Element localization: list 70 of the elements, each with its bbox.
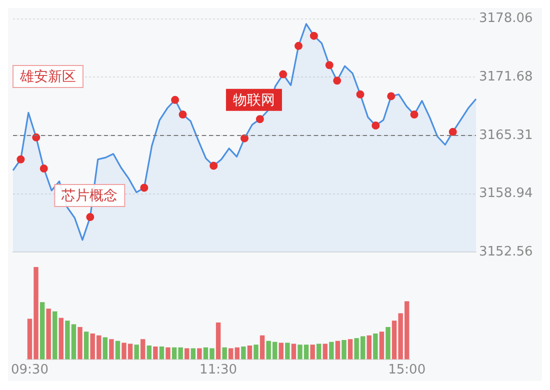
x-tick-label: 15:00 xyxy=(388,362,426,378)
point xyxy=(178,110,187,119)
bar xyxy=(40,302,45,360)
point xyxy=(310,32,318,40)
bar xyxy=(386,327,390,360)
bar xyxy=(197,348,202,360)
point xyxy=(333,76,342,85)
bar xyxy=(184,348,190,360)
bar xyxy=(134,344,139,360)
annotation: 芯片概念 xyxy=(60,188,118,204)
bar xyxy=(102,337,108,360)
point xyxy=(448,128,457,136)
point xyxy=(140,184,148,192)
bar xyxy=(190,348,196,360)
bar xyxy=(316,344,322,360)
bar xyxy=(335,340,340,360)
bar xyxy=(285,342,290,360)
point xyxy=(256,115,264,124)
bar xyxy=(342,340,346,360)
annotation: 雄安新区 xyxy=(19,69,76,86)
bar xyxy=(78,327,82,360)
y-tick-label: 3171.68 xyxy=(479,70,533,85)
bar xyxy=(153,346,158,360)
y-tick-label: 3165.31 xyxy=(479,128,533,143)
x-tick-label: 09:30 xyxy=(11,362,48,378)
x-tick-label: 11:30 xyxy=(200,362,238,378)
bar xyxy=(146,346,152,360)
point xyxy=(372,122,380,130)
y-tick-label: 3152.56 xyxy=(479,244,533,260)
point xyxy=(86,213,94,222)
bar xyxy=(228,348,234,360)
bar xyxy=(52,311,58,360)
bar xyxy=(84,332,89,360)
bar xyxy=(222,347,227,360)
point xyxy=(387,92,396,100)
point xyxy=(16,155,25,164)
point xyxy=(210,162,218,170)
bar xyxy=(247,346,252,360)
bar xyxy=(115,340,120,360)
bar xyxy=(216,322,221,360)
bar xyxy=(260,335,265,360)
point xyxy=(294,42,303,50)
annotation: 物联网 xyxy=(232,92,275,108)
bar xyxy=(322,344,328,360)
bar xyxy=(140,339,146,360)
bar xyxy=(241,346,246,360)
point xyxy=(410,110,418,119)
point xyxy=(40,164,48,173)
point xyxy=(240,134,248,142)
bar xyxy=(58,318,64,360)
bar xyxy=(166,347,170,360)
bar xyxy=(234,347,240,360)
bar xyxy=(310,344,315,360)
y-tick-label: 3158.94 xyxy=(479,186,533,202)
bar xyxy=(348,339,353,360)
point xyxy=(171,96,180,104)
bar xyxy=(379,332,384,360)
point xyxy=(325,61,334,70)
point xyxy=(279,70,288,78)
point xyxy=(356,90,364,98)
bar xyxy=(46,308,51,360)
bar xyxy=(109,339,114,360)
bar xyxy=(278,342,284,360)
bar xyxy=(159,346,164,360)
bar xyxy=(254,344,258,360)
bar xyxy=(366,335,372,360)
bar xyxy=(373,334,378,360)
bar xyxy=(329,342,334,360)
bar xyxy=(291,344,296,360)
y-tick-label: 3178.06 xyxy=(479,11,533,26)
